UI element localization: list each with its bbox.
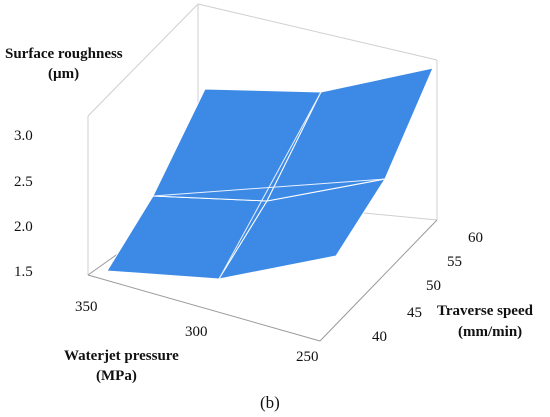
surface xyxy=(106,67,434,280)
figure-caption: (b) xyxy=(260,393,280,412)
z-tick-label: 2.0 xyxy=(14,219,33,235)
y-tick-label: 50 xyxy=(426,278,441,294)
y-axis-unit: (mm/min) xyxy=(458,324,522,340)
y-tick-label: 60 xyxy=(468,230,483,246)
x-ticks: 350 300 250 xyxy=(75,299,319,365)
axis-lines xyxy=(87,219,438,342)
x-axis-unit: (MPa) xyxy=(96,368,137,384)
x-tick-label: 350 xyxy=(75,299,98,315)
y-tick-label: 45 xyxy=(407,305,422,321)
z-ticks: 3.0 2.5 2.0 1.5 xyxy=(14,128,33,280)
z-tick-label: 1.5 xyxy=(14,264,33,280)
x-axis-title: Waterjet pressure xyxy=(64,348,179,364)
surface-facet xyxy=(266,67,434,202)
y-tick-label: 55 xyxy=(447,254,462,270)
z-tick-label: 2.5 xyxy=(14,174,33,190)
y-axis-title: Traverse speed xyxy=(437,303,534,319)
z-axis-unit: (µm) xyxy=(48,66,79,82)
x-tick-label: 250 xyxy=(296,349,319,365)
x-tick-label: 300 xyxy=(185,324,208,340)
y-tick-label: 40 xyxy=(372,329,387,345)
z-tick-label: 3.0 xyxy=(14,128,33,144)
y-ticks: 60 55 50 45 40 xyxy=(372,230,483,345)
z-axis-title: Surface roughness xyxy=(5,46,123,62)
surface-mesh xyxy=(152,91,386,280)
